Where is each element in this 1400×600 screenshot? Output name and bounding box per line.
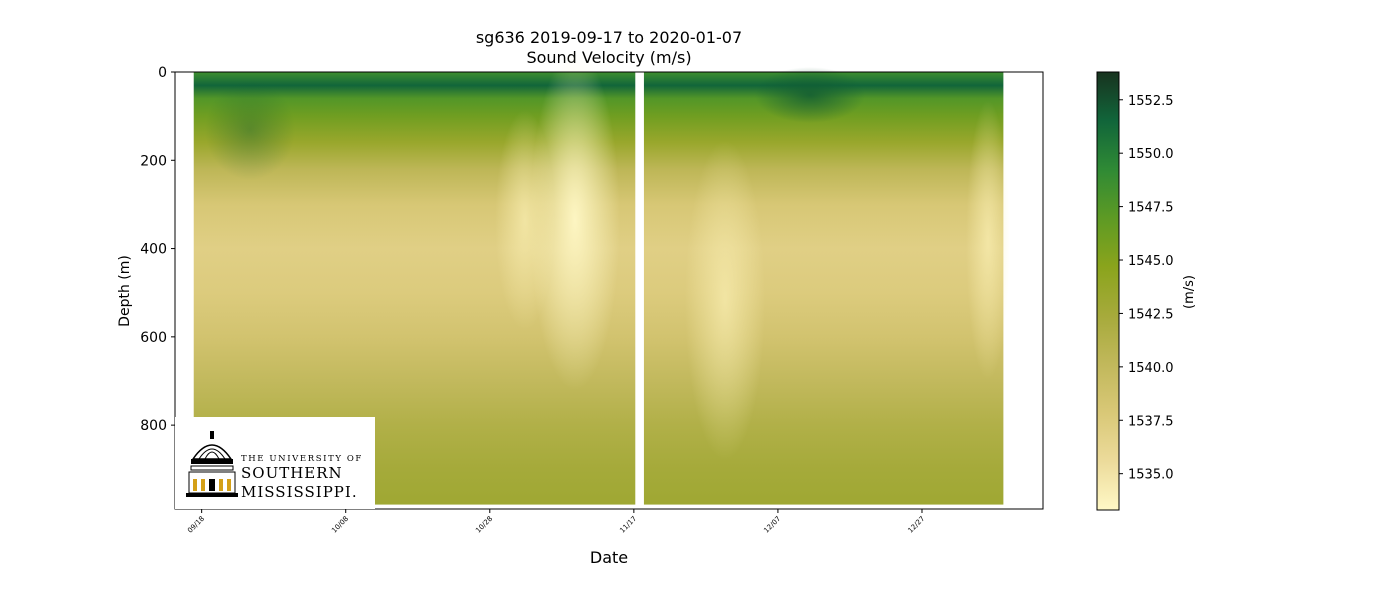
- colorbar-tick-label: 1535.0: [1128, 468, 1174, 483]
- cool-anomaly: [755, 67, 865, 123]
- x-tick-label: 12/07: [762, 515, 782, 535]
- university-logo: THE UNIVERSITY OF SOUTHERN MISSISSIPPI.: [175, 417, 375, 509]
- warm-anomaly: [685, 140, 765, 460]
- y-tick-label: 600: [140, 330, 167, 346]
- colorbar-axis: 1535.0 1537.5 1540.0 1542.5 1545.0 1547.5 1550…: [1119, 94, 1174, 483]
- chart-title: sg636 2019-09-17 to 2020-01-07: [476, 28, 742, 47]
- cool-anomaly: [205, 80, 295, 180]
- dome-logo-icon: [186, 431, 238, 497]
- colorbar: [1096, 71, 1120, 511]
- logo-line-1: THE UNIVERSITY OF: [241, 454, 363, 464]
- plot-area-frame: [174, 71, 1044, 510]
- chart-subtitle: Sound Velocity (m/s): [526, 48, 691, 67]
- logo-line-3: MISSISSIPPI.: [241, 483, 358, 501]
- colorbar-label: (m/s): [1182, 275, 1197, 309]
- logo-line-2: SOUTHERN: [241, 464, 343, 482]
- y-tick-label: 800: [140, 418, 167, 434]
- colorbar-tick-label: 1542.5: [1128, 307, 1174, 322]
- colorbar-tick-label: 1540.0: [1128, 361, 1174, 376]
- x-axis: 09/18 10/08 10/28 11/17 12/07 12/27: [186, 509, 926, 535]
- y-tick-label: 0: [158, 65, 167, 81]
- x-tick-label: 10/08: [330, 515, 350, 535]
- y-tick-label: 200: [140, 153, 167, 169]
- x-tick-label: 09/18: [186, 515, 206, 535]
- x-tick-label: 11/17: [618, 515, 638, 535]
- y-axis: 0 200 400 600 800: [140, 65, 175, 434]
- x-tick-label: 10/28: [474, 515, 494, 535]
- heatmap-layer: [193, 50, 1010, 505]
- x-tick-label: 12/27: [906, 515, 926, 535]
- warm-anomaly: [495, 110, 555, 330]
- colorbar-tick-label: 1545.0: [1128, 254, 1174, 269]
- warm-anomaly: [530, 50, 620, 390]
- x-axis-label: Date: [590, 548, 628, 567]
- warm-anomaly: [966, 100, 1010, 380]
- colorbar-tick-label: 1537.5: [1128, 414, 1174, 429]
- colorbar-tick-label: 1547.5: [1128, 201, 1174, 216]
- y-tick-label: 400: [140, 242, 167, 258]
- y-axis-label: Depth (m): [117, 255, 133, 327]
- colorbar-tick-label: 1550.0: [1128, 147, 1174, 162]
- colorbar-tick-label: 1552.5: [1128, 94, 1174, 109]
